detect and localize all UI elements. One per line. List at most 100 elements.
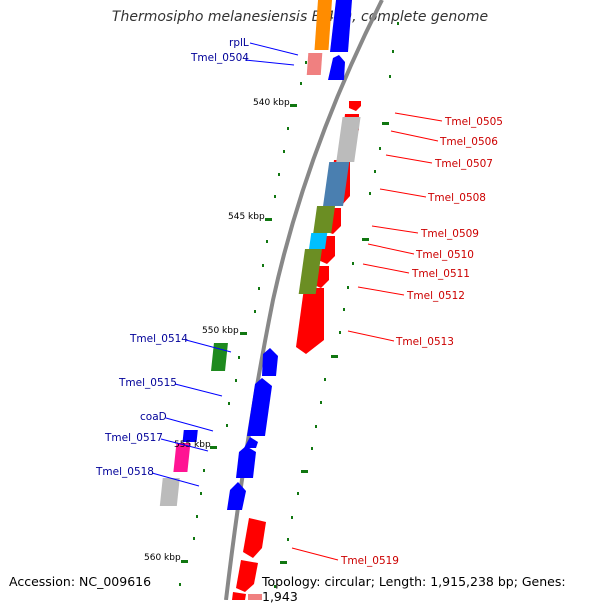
scale-dot xyxy=(254,310,256,313)
gene-label-tmel-0513[interactable]: Tmel_0513 xyxy=(395,336,454,348)
leader-line xyxy=(362,263,410,274)
gene-feature-rplL-color xyxy=(314,0,332,50)
gene-label-tmel-0506[interactable]: Tmel_0506 xyxy=(439,136,498,148)
gene-feature-tmel-0519b[interactable] xyxy=(236,560,258,592)
scale-label-560: 560 kbp xyxy=(144,553,181,563)
gene-label-tmel-0507[interactable]: Tmel_0507 xyxy=(434,158,493,170)
leader-line xyxy=(347,330,395,342)
scale-tick-560 xyxy=(181,560,188,563)
gene-feature-tmel-0519[interactable] xyxy=(243,518,266,558)
leader-line xyxy=(371,225,419,234)
gene-feature-coaD[interactable] xyxy=(244,437,258,448)
scale-dot xyxy=(274,585,276,588)
scale-tick-540 xyxy=(290,104,297,107)
gene-feature-tmel-0504[interactable] xyxy=(328,55,345,80)
gene-feature-tmel-0520[interactable] xyxy=(232,592,246,600)
cog-bar-cyan xyxy=(309,233,328,249)
scale-dot xyxy=(200,492,202,495)
scale-dot xyxy=(287,127,289,130)
gene-feature-tmel-0517[interactable] xyxy=(236,446,256,478)
cog-bar-steelblue xyxy=(323,162,350,206)
gene-label-tmel-0512[interactable]: Tmel_0512 xyxy=(406,290,465,302)
scale-label-540: 540 kbp xyxy=(253,98,290,108)
gene-label-tmel-0519[interactable]: Tmel_0519 xyxy=(340,555,399,567)
scale-dot xyxy=(343,308,345,311)
leader-line xyxy=(379,188,427,198)
scale-dot xyxy=(297,492,299,495)
scale-dot xyxy=(389,75,391,78)
gene-label-tmel-0518[interactable]: Tmel_0518 xyxy=(95,466,154,478)
gene-feature-0518-color xyxy=(159,478,180,506)
leader-line xyxy=(367,243,415,255)
gene-label-tmel-0515[interactable]: Tmel_0515 xyxy=(118,377,177,389)
leader-line xyxy=(291,547,339,561)
scale-dot xyxy=(228,402,230,405)
scale-dot xyxy=(287,538,289,541)
scale-dot xyxy=(274,195,276,198)
scale-dot xyxy=(369,192,371,195)
scale-dot xyxy=(392,50,394,53)
leader-line xyxy=(151,472,200,487)
scale-dot xyxy=(382,122,389,125)
scale-dot xyxy=(320,401,322,404)
leader-line xyxy=(165,417,214,432)
gene-label-tmel-0504[interactable]: Tmel_0504 xyxy=(190,52,249,64)
scale-dot xyxy=(278,173,280,176)
gene-label-tmel-0509[interactable]: Tmel_0509 xyxy=(420,228,479,240)
scale-dot xyxy=(280,561,287,564)
scale-dot xyxy=(262,264,264,267)
gene-feature-tmel-0512[interactable] xyxy=(296,288,324,354)
scale-dot xyxy=(226,424,228,427)
scale-dot xyxy=(266,240,268,243)
gene-label-tmel-0510[interactable]: Tmel_0510 xyxy=(415,249,474,261)
scale-dot xyxy=(301,470,308,473)
scale-dot xyxy=(305,61,307,64)
scale-dot xyxy=(283,150,285,153)
gene-feature-pink-bottom[interactable] xyxy=(248,594,262,600)
cog-bar-olive-1 xyxy=(313,206,336,233)
scale-dot xyxy=(196,515,198,518)
genome-title: Thermosipho melanesiensis BI429, complet… xyxy=(111,9,489,25)
scale-tick-550 xyxy=(240,332,247,335)
cog-bar-olive-2 xyxy=(298,249,323,294)
gene-feature-tmel-0505[interactable] xyxy=(349,101,361,111)
gene-label-tmel-0514[interactable]: Tmel_0514 xyxy=(129,333,188,345)
scale-dot xyxy=(193,537,195,540)
gene-feature-rplL[interactable] xyxy=(330,0,352,52)
leader-line xyxy=(174,383,223,397)
scale-label-545: 545 kbp xyxy=(228,212,265,222)
scale-dot xyxy=(331,355,338,358)
accession-text: Accession: NC_009616 xyxy=(9,574,152,589)
gene-label-tmel-0517[interactable]: Tmel_0517 xyxy=(104,432,163,444)
leader-line xyxy=(394,112,443,122)
gene-label-tmel-0508[interactable]: Tmel_0508 xyxy=(427,192,486,204)
leader-line xyxy=(357,286,405,296)
scale-dot xyxy=(291,516,293,519)
cog-bar-gray xyxy=(336,117,361,162)
scale-tick-545 xyxy=(265,218,272,221)
leader-line xyxy=(244,59,295,66)
gene-feature-0504-color xyxy=(306,53,323,75)
leader-line xyxy=(160,438,209,452)
leader-line xyxy=(390,130,439,142)
gene-label-coaD[interactable]: coaD xyxy=(140,411,167,423)
gene-feature-0517-color-blue xyxy=(182,430,198,442)
scale-dot xyxy=(300,82,302,85)
scale-dot xyxy=(362,238,369,241)
gene-feature-tmel-0518[interactable] xyxy=(227,482,246,510)
scale-dot xyxy=(203,469,205,472)
scale-dot xyxy=(352,262,354,265)
gene-feature-tmel-0514[interactable] xyxy=(262,348,278,376)
gene-label-tmel-0505[interactable]: Tmel_0505 xyxy=(444,116,503,128)
scale-dot xyxy=(379,147,381,150)
gene-label-rplL[interactable]: rplL xyxy=(229,37,249,49)
gene-feature-tmel-0515[interactable] xyxy=(247,378,272,436)
gene-label-tmel-0511[interactable]: Tmel_0511 xyxy=(411,268,470,280)
scale-tick-555 xyxy=(210,446,217,449)
leader-line xyxy=(185,339,232,353)
scale-dot xyxy=(238,356,240,359)
scale-dot xyxy=(179,583,181,586)
scale-dot xyxy=(397,22,399,25)
leader-line xyxy=(249,42,299,56)
